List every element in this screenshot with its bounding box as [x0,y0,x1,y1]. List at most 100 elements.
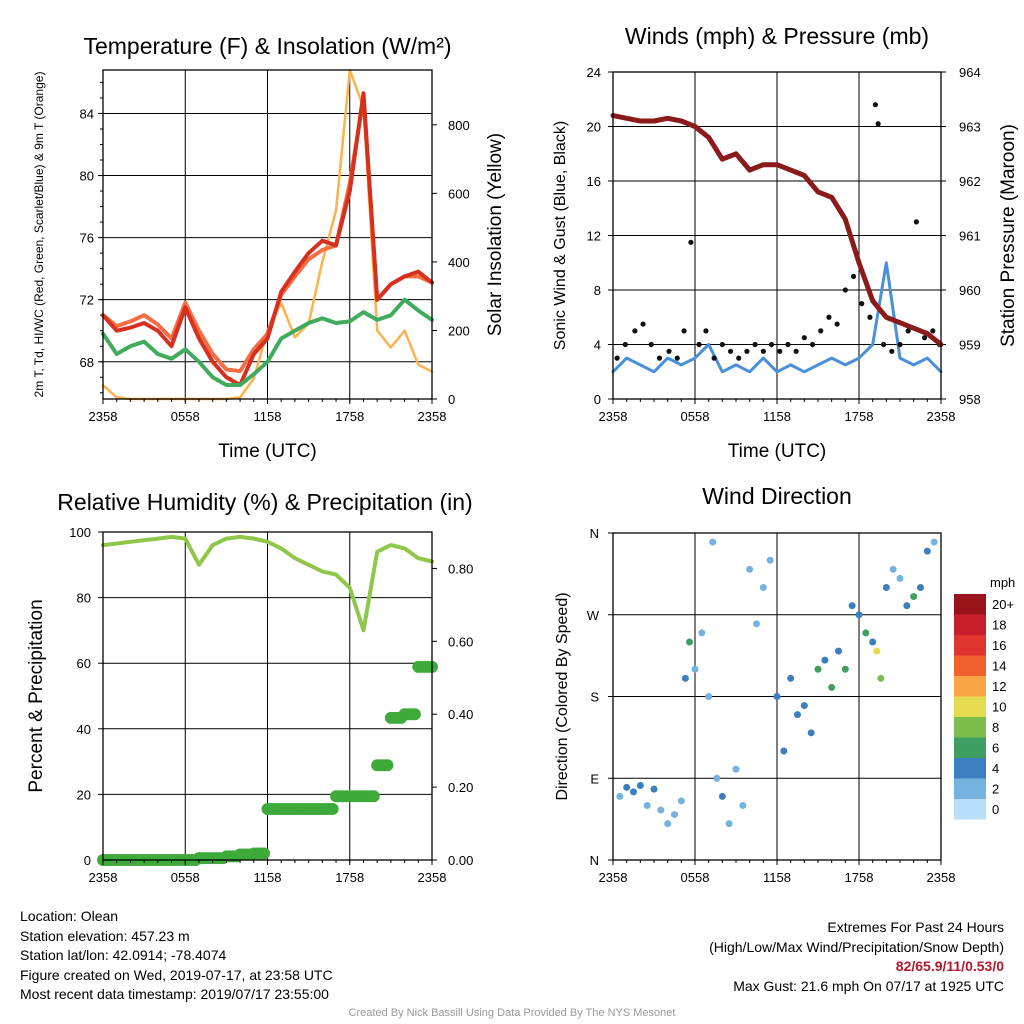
direction-point [759,584,767,591]
direction-point [794,711,801,719]
x-tick-label: 2358 [927,870,956,885]
direction-point [691,665,699,673]
temperature-panel: 68 72 76 80 84 0 200 400 600 800 2358 0558 1158 1758 2… [32,33,506,462]
chart-title: Relative Humidity (%) & Precipitation (i… [57,489,472,515]
direction-point [869,638,877,646]
y-left-tick-label: 80 [80,169,94,184]
x-tick-label: 2358 [599,870,628,885]
direction-point [835,647,842,655]
extremes-subtitle: (High/Low/Max Wind/Precipitation/Snow De… [709,938,1004,955]
gust-point [826,314,832,320]
x-tick-label: 1158 [763,870,791,885]
direction-point [807,729,815,737]
legend-swatch [954,737,986,758]
speed-legend: mph 20+ 18 16 14 12 10 8 6 4 2 0 [954,575,1015,820]
gust-point [930,328,936,334]
direction-point [910,593,918,601]
gust-point [681,328,687,334]
legend-label: 8 [992,720,999,735]
gust-point [793,348,799,354]
created-text: Figure created on Wed, 2019-07-17, at 23… [20,966,333,983]
x-axis-label: Time (UTC) [218,441,317,462]
legend-swatch [954,655,986,676]
y-left-tick-label: 84 [80,106,94,121]
x-tick-label: 2358 [89,870,118,885]
location-text: Location: Olean [20,908,119,924]
direction-point [848,602,856,610]
y-left-tick-label: 68 [80,355,94,370]
gust-point [922,335,928,341]
direction-point [903,602,911,610]
x-axis-label: Time (UTC) [728,441,827,462]
pressure-line [610,113,944,347]
gust-point [752,341,758,348]
legend-label: 4 [992,761,999,776]
precip-point [326,802,339,815]
y-left-axis-label: 2m T, Td, HI/WC (Red, Green, Scarlet/Blu… [32,72,46,398]
gust-point [897,341,903,348]
y-left-axis-label: Sonic Wind & Gust (Blue, Black) [552,121,569,350]
legend-swatch [954,594,986,615]
legend-label: 10 [992,700,1006,715]
gust-point [905,328,911,334]
legend-swatch [954,758,986,779]
series-line-2 [101,91,434,387]
gust-point [850,273,857,279]
x-tick-label: 1158 [254,409,282,424]
precip-point [258,847,271,860]
y-left-tick-label: N [590,526,599,541]
legend-label: 16 [992,638,1006,653]
y-right-tick-label: 400 [448,255,470,270]
legend-label: 0 [992,802,999,817]
x-tick-label: 2358 [599,409,628,424]
direction-point [896,574,904,582]
legend-swatch [954,696,986,717]
y-left-tick-label: W [587,608,600,623]
y-right-tick-label: 959 [959,338,981,353]
legend-label: 14 [992,659,1006,674]
y-right-tick-label: 960 [959,283,981,298]
latlon-text: Station lat/lon: 42.0914; -78.4074 [20,947,227,963]
gust-point [622,341,628,348]
direction-point [713,774,721,782]
y-left-tick-label: 40 [77,722,91,737]
y-right-tick-label: 0.00 [448,853,473,868]
y-right-tick-label: 964 [959,65,981,80]
direction-point [766,556,774,564]
direction-point [877,674,885,682]
gust-point [688,239,694,245]
direction-point [623,783,631,791]
y-right-tick-label: 961 [959,229,981,244]
x-tick-label: 2358 [89,409,118,424]
extremes-info: Extremes For Past 24 Hours (High/Low/Max… [709,918,1004,996]
direction-point [732,765,740,773]
humidity-panel: 0 20 40 60 80 100 0.00 0.20 0.40 0.60 0.80 2358 0558… [26,489,473,885]
direction-point [814,665,822,673]
gust-point [703,328,709,334]
humidity-line [101,534,434,633]
y-left-tick-label: 72 [80,293,94,308]
y-right-tick-label: 0 [448,392,455,407]
elevation-text: Station elevation: 457.23 m [20,927,190,944]
y-left-tick-label: 8 [594,283,601,298]
gust-point [696,341,702,348]
y-left-axis-label: Percent & Precipitation [26,599,47,792]
wind-speed-line [611,261,943,374]
series-line-3 [101,297,434,387]
gust-point [842,287,848,293]
legend-swatch [954,778,986,799]
legend-swatch [954,614,986,635]
extremes-values: 82/65.9/11/0.53/0 [895,958,1004,974]
direction-point [657,806,665,814]
legend-label: 18 [992,618,1006,633]
direction-point [746,565,754,573]
gust-point [674,355,680,361]
chart-title: Winds (mph) & Pressure (mb) [625,23,929,49]
legend-swatch [954,717,986,738]
direction-point [681,674,689,682]
y-left-tick-label: 100 [69,525,91,540]
precip-point [367,790,380,803]
direction-point [705,693,713,700]
direction-point [739,802,747,809]
